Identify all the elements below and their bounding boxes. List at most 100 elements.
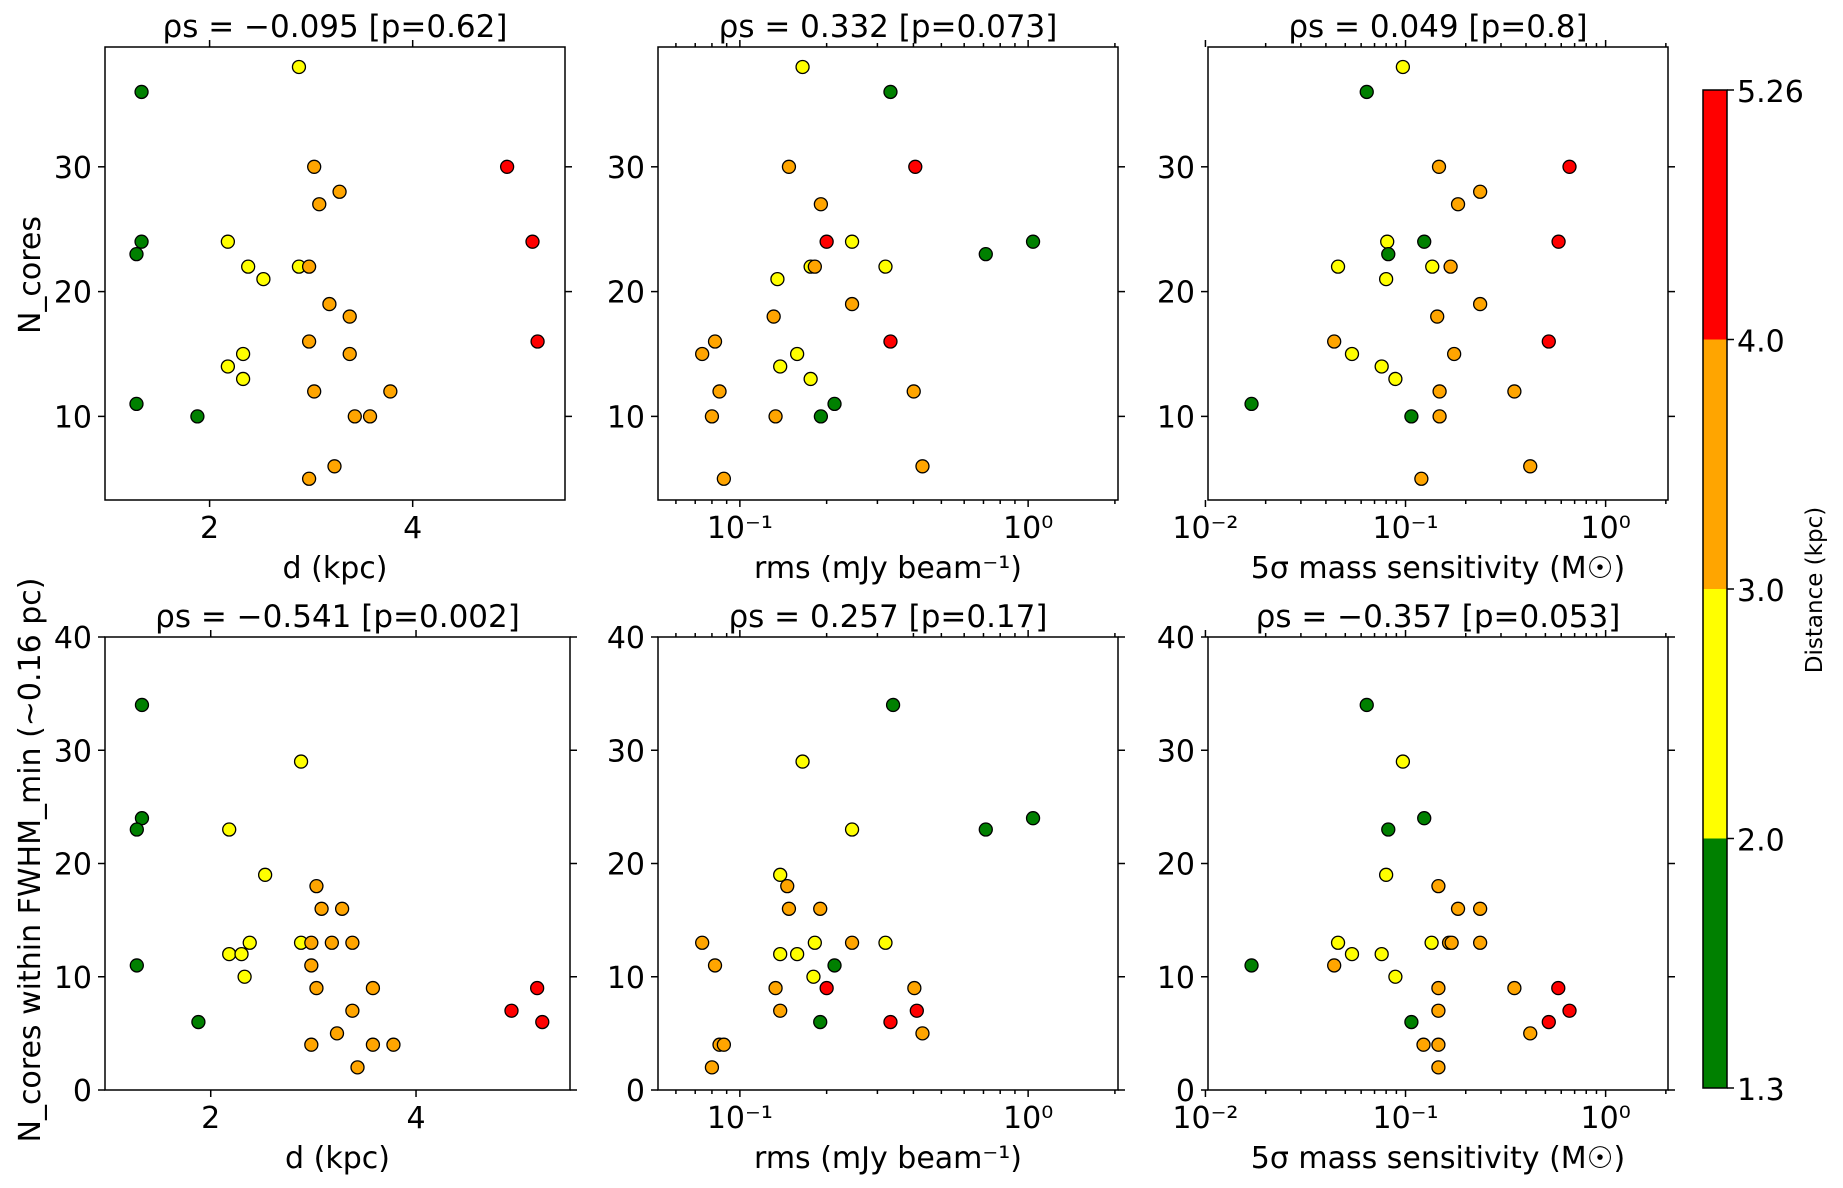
data-point <box>1404 1014 1419 1030</box>
data-point <box>978 822 993 837</box>
x-tick-label: 10⁰ <box>1003 511 1053 546</box>
colorbar-tick-label: 5.26 <box>1737 75 1804 110</box>
scatter-panel-2: 10 20 30 10⁻¹ 10⁰ ρs = 0.332 [p=0.073] rms (mJ… <box>607 9 1125 586</box>
data-point <box>695 935 710 950</box>
data-point <box>1344 346 1360 362</box>
data-point <box>304 958 319 973</box>
data-point <box>813 409 829 424</box>
data-point <box>1431 1037 1446 1052</box>
data-point <box>807 935 822 950</box>
data-point <box>256 271 271 287</box>
data-point <box>1381 822 1396 837</box>
data-point <box>134 234 149 249</box>
x-tick-label: 10⁻¹ <box>707 1101 773 1136</box>
data-point <box>1414 471 1429 486</box>
panel-title: ρs = −0.541 [p=0.002] <box>155 599 520 635</box>
y-tick-label: 30 <box>1157 151 1195 186</box>
x-axis-label: rms (mJy beam⁻¹) <box>754 1141 1022 1176</box>
plot-frame <box>1207 636 1669 1091</box>
data-point <box>1380 234 1395 249</box>
data-point <box>707 958 723 973</box>
data-point <box>1374 359 1389 374</box>
data-point <box>1507 384 1522 399</box>
data-point <box>235 371 251 387</box>
data-point <box>1424 935 1439 950</box>
x-axis-label: 5σ mass sensitivity (M☉) <box>1251 1141 1626 1176</box>
panel-title: ρs = −0.095 [p=0.62] <box>163 9 508 45</box>
data-point <box>1431 1003 1446 1018</box>
x-axis-label: d (kpc) <box>285 1141 390 1176</box>
y-tick-label: 40 <box>607 621 645 656</box>
data-point <box>813 901 828 916</box>
colorbar-tick-label: 3.0 <box>1737 574 1785 609</box>
scatter-points <box>129 697 550 1075</box>
data-point <box>309 980 324 996</box>
data-point <box>915 1026 930 1041</box>
colorbar-tick-label: 4.0 <box>1737 325 1785 360</box>
data-point <box>1430 309 1445 324</box>
x-axis-label: 5σ mass sensitivity (M☉) <box>1251 551 1626 586</box>
data-point <box>844 234 860 249</box>
scatter-panel-4: 0 10 20 30 40 2 4 ρs = −0.541 [p=0.002] d (kpc) N… <box>13 577 577 1176</box>
colorbar-tick-label: 1.3 <box>1737 1073 1785 1108</box>
data-point <box>1359 697 1374 713</box>
panel-title: ρs = 0.257 [p=0.17] <box>729 599 1048 635</box>
data-point <box>345 935 360 950</box>
data-point <box>883 1014 898 1030</box>
data-point <box>915 459 930 474</box>
y-tick-label: 20 <box>54 276 92 311</box>
data-point <box>1330 935 1346 950</box>
x-tick-label: 10⁻¹ <box>707 511 773 546</box>
data-point <box>345 1003 360 1018</box>
data-point <box>1395 59 1411 75</box>
data-point <box>766 309 781 324</box>
y-axis-label: N_cores <box>13 216 48 334</box>
data-point <box>386 1037 401 1052</box>
y-tick-label: 20 <box>607 276 645 311</box>
data-point <box>789 946 805 962</box>
data-point <box>789 346 805 362</box>
data-point <box>827 958 842 973</box>
data-point <box>324 935 340 950</box>
y-tick-label: 20 <box>607 848 645 883</box>
colorbar-segment <box>1703 90 1727 340</box>
plot-frame <box>104 636 571 1091</box>
data-point <box>1551 980 1566 996</box>
data-point <box>807 259 822 274</box>
data-point <box>329 1026 345 1041</box>
data-point <box>312 197 327 212</box>
data-point <box>1562 159 1577 174</box>
y-tick-label: 30 <box>54 151 92 186</box>
data-point <box>1344 946 1360 962</box>
data-point <box>134 697 150 713</box>
data-point <box>129 396 144 412</box>
data-point <box>350 1060 365 1075</box>
data-point <box>365 980 381 996</box>
data-point <box>257 867 273 882</box>
data-point <box>819 980 834 996</box>
data-point <box>1523 1026 1538 1041</box>
x-tick-label: 10⁻² <box>1172 1101 1238 1136</box>
data-point <box>1431 980 1446 996</box>
data-point <box>1551 234 1566 249</box>
x-tick-label: 10⁻¹ <box>1373 1101 1439 1136</box>
x-tick-label: 2 <box>200 511 219 546</box>
scatter-panel-1: 10 20 30 2 4 ρs = −0.095 [p=0.62] d (kpc) N_cor… <box>13 9 572 586</box>
panel-title: ρs = 0.049 [p=0.8] <box>1288 9 1587 45</box>
data-point <box>362 409 378 424</box>
data-point <box>1472 184 1488 199</box>
data-point <box>1523 459 1538 474</box>
data-point <box>365 1037 381 1052</box>
data-point <box>1395 754 1411 769</box>
data-point <box>190 409 205 424</box>
data-point <box>222 946 237 962</box>
data-point <box>129 822 144 837</box>
data-point <box>773 359 788 374</box>
y-axis-label: N_cores within FWHM_min (~0.16 pc) <box>13 577 48 1142</box>
data-point <box>530 334 545 349</box>
plot-frame <box>1207 46 1669 501</box>
x-tick-label: 10⁻¹ <box>1373 511 1439 546</box>
data-point <box>1431 879 1446 894</box>
data-point <box>220 359 236 374</box>
y-tick-label: 40 <box>54 621 92 656</box>
